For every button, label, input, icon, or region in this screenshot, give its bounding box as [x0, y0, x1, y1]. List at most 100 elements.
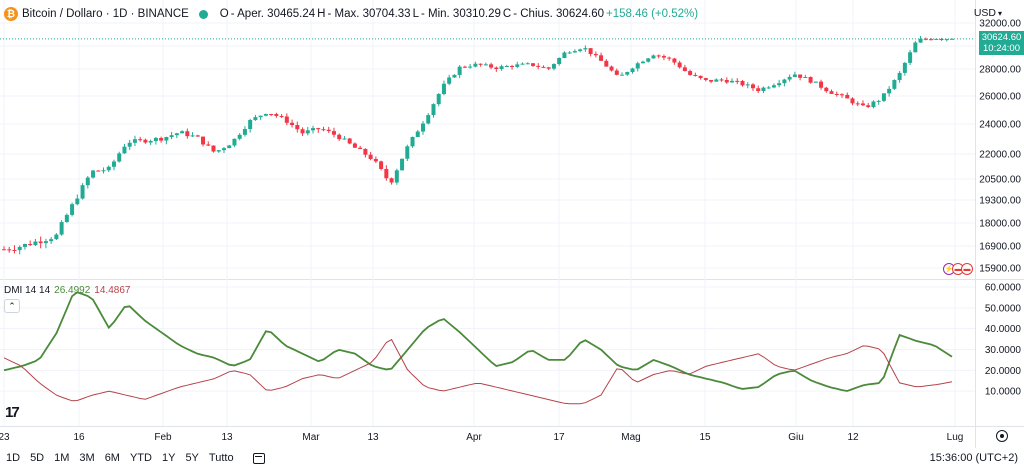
candle-body	[635, 63, 640, 69]
candle-body	[551, 64, 556, 69]
market-status-icon[interactable]	[198, 9, 208, 19]
candle-body	[227, 145, 232, 149]
candle-body	[352, 143, 357, 148]
candle-body	[59, 222, 64, 235]
range-5d-button[interactable]: 5D	[30, 452, 45, 464]
candle-body	[316, 128, 321, 130]
candle-body	[489, 64, 494, 68]
candle-body	[206, 144, 211, 146]
time-axis-label: Giu	[788, 432, 804, 443]
candle-body	[284, 116, 289, 123]
candle-body	[625, 72, 630, 75]
candle-body	[646, 58, 651, 62]
collapse-chevron-icon[interactable]: ⌃	[4, 299, 20, 313]
candle-body	[96, 170, 101, 172]
candle-body	[148, 140, 153, 143]
time-axis-label: 13	[221, 432, 233, 443]
candle-body	[405, 146, 410, 159]
price-axis-label: 15900.00	[979, 264, 1021, 275]
candle-body	[122, 146, 127, 154]
candle-body	[892, 80, 897, 89]
candle-body	[138, 139, 143, 141]
candle-body	[358, 147, 363, 149]
candle-body	[609, 66, 614, 71]
candle-body	[111, 161, 116, 167]
calendar-icon[interactable]	[252, 452, 265, 464]
symbol-legend[interactable]: ₿ Bitcoin / Dollaro · 1D · BINANCE O - A…	[4, 5, 704, 23]
dmi-legend[interactable]: DMI 14 14 26.4992 14.4867	[4, 285, 130, 296]
bar-countdown: 10:24:00	[983, 43, 1020, 54]
candle-body	[368, 154, 373, 159]
price-axis-label: 28000.00	[979, 65, 1021, 76]
candle-body	[750, 84, 755, 89]
candle-body	[630, 68, 635, 73]
candle-body	[782, 79, 787, 84]
axes: 32000.0030000.0028000.0026000.0024000.00…	[0, 19, 1021, 444]
candle-body	[80, 185, 85, 199]
candle-body	[421, 123, 426, 132]
candle-body	[667, 57, 672, 59]
candlestick-series	[2, 35, 954, 255]
range-6m-button[interactable]: 6M	[104, 452, 120, 464]
candle-body	[311, 128, 316, 131]
range-3m-button[interactable]: 3M	[79, 452, 95, 464]
candle-body	[127, 142, 132, 147]
range-1d-button[interactable]: 1D	[6, 452, 21, 464]
price-axis-label: 19300.00	[979, 196, 1021, 207]
last-price-tag: 30624.60 10:24:00	[979, 31, 1024, 55]
candle-body	[426, 115, 431, 124]
range-1y-button[interactable]: 1Y	[161, 452, 176, 464]
candle-body	[923, 38, 928, 40]
candle-body	[143, 139, 148, 143]
candle-body	[792, 74, 797, 77]
candle-body	[253, 117, 258, 120]
candle-body	[939, 38, 944, 40]
open-label: O	[219, 8, 229, 20]
event-flags[interactable]: ⚡ ▬ ▬	[943, 263, 973, 275]
currency-selector[interactable]: USD ▾	[974, 7, 1002, 19]
candle-body	[510, 65, 515, 67]
candle-body	[730, 80, 735, 83]
candle-body	[672, 58, 677, 63]
candle-body	[106, 166, 111, 171]
candle-body	[258, 115, 263, 118]
close-value: - Chius. 30624.60	[513, 8, 605, 20]
candle-body	[201, 136, 206, 145]
candle-body	[431, 104, 436, 116]
symbol-title[interactable]: Bitcoin / Dollaro · 1D · BINANCE	[22, 8, 189, 20]
time-axis-label: 15	[699, 432, 711, 443]
candle-body	[43, 241, 48, 244]
candle-body	[640, 61, 645, 64]
plus-di-value: 26.4992	[54, 285, 91, 296]
clock-timezone[interactable]: 15:36:00 (UTC+2)	[929, 452, 1018, 464]
candle-body	[389, 178, 394, 183]
tradingview-logo-icon[interactable]: 17	[5, 404, 20, 421]
time-axis-label: Lug	[947, 432, 964, 443]
candle-body	[347, 138, 352, 144]
candle-body	[593, 54, 598, 56]
candle-body	[771, 85, 776, 88]
range-ytd-button[interactable]: YTD	[129, 452, 152, 464]
candle-body	[688, 71, 693, 75]
range-1m-button[interactable]: 1M	[54, 452, 70, 464]
candle-body	[777, 83, 782, 86]
candle-body	[342, 138, 347, 140]
time-axis-label: 13	[367, 432, 379, 443]
dmi-axis-label: 20.0000	[985, 366, 1022, 377]
us-flag-icon[interactable]: ▬	[961, 263, 973, 275]
range-all-button[interactable]: Tutto	[208, 452, 234, 464]
gear-icon[interactable]	[996, 430, 1008, 442]
candle-body	[808, 77, 813, 83]
candle-body	[599, 55, 604, 61]
candle-body	[274, 114, 279, 116]
candle-body	[436, 93, 441, 105]
bitcoin-icon: ₿	[4, 7, 18, 21]
range-5y-button[interactable]: 5Y	[185, 452, 199, 464]
candle-body	[64, 214, 69, 223]
open-value: - Aper. 30465.24	[230, 8, 316, 20]
time-axis-label: 12	[847, 432, 859, 443]
dmi-title: DMI 14 14	[4, 285, 51, 296]
candle-body	[483, 64, 488, 66]
candle-body	[232, 138, 237, 146]
